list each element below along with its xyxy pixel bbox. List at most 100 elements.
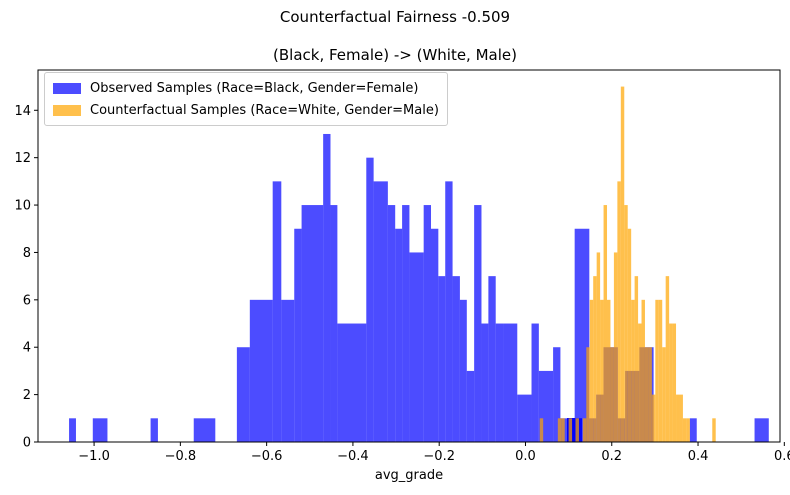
counterfactual-bar [676,394,680,442]
legend-label-observed: Observed Samples (Race=Black, Gender=Fem… [90,80,419,96]
counterfactual-bar [712,418,716,442]
y-tick-label: 0 [23,436,31,451]
counterfactual-bar [641,299,645,442]
counterfactual-bar [679,394,683,442]
y-tick-label: 2 [23,388,31,403]
counterfactual-bar [620,86,625,442]
legend-item-observed: Observed Samples (Race=Black, Gender=Fem… [53,77,439,99]
observed-bar [249,299,273,442]
observed-bar [574,228,582,442]
counterfactual-bar [557,418,562,442]
counterfactual-bar [586,347,590,442]
counterfactual-bar [631,299,635,442]
x-tick-label: 0.4 [688,449,709,464]
observed-bar [438,276,446,442]
counterfactual-bar [600,299,604,442]
observed-bar [481,323,489,442]
counterfactual-bar [662,347,666,442]
counterfactual-bar [603,205,608,442]
counterfactual-bar [655,299,659,442]
figure-suptitle: Counterfactual Fairness -0.509 [279,8,511,26]
counterfactual-bar [644,347,649,442]
counterfactual-bar [617,181,621,443]
x-tick-label: 0.0 [515,449,536,464]
observed-bar [488,276,496,442]
observed-bar [193,418,216,442]
counterfactual-bar [634,276,639,442]
observed-bar [395,228,403,442]
observed-bar [373,181,388,443]
observed-bar [581,228,590,442]
x-tick-label: 0.2 [601,449,622,464]
x-tick-label: 0.6 [774,449,790,464]
counterfactual-bar [627,228,632,442]
counterfactual-bar [665,276,670,442]
chart-title: (Black, Female) -> (White, Male) [273,46,517,64]
legend-swatch-observed [53,82,81,94]
observed-bar [445,181,453,443]
observed-bar [466,370,475,442]
observed-bar [754,418,769,442]
counterfactual-bar [651,394,656,442]
observed-bar [495,323,504,442]
x-tick-label: −0.2 [423,449,455,464]
observed-bar [423,205,432,442]
axes-frame [37,69,781,443]
observed-bar [92,418,108,442]
counterfactual-bar [613,252,618,442]
observed-bar [431,228,439,442]
y-axis: 0 2 4 6 8 10 12 14 [14,104,38,451]
x-tick-label: −0.6 [251,449,283,464]
counterfactual-bar [568,418,573,442]
observed-bar [366,157,374,442]
counterfactual-bar [682,418,687,442]
x-tick-label: −0.4 [337,449,369,464]
legend-item-counterfactual: Counterfactual Samples (Race=White, Gend… [53,99,439,121]
counterfactual-bar [610,347,614,442]
counterfactual-bar [582,418,587,442]
counterfactual-bar [624,205,628,442]
counterfactual-bar [589,299,594,442]
legend: Observed Samples (Race=Black, Gender=Fem… [44,72,448,126]
observed-bar [409,252,424,442]
observed-bar [531,323,539,442]
counterfactual-bar [669,323,673,442]
y-tick-label: 10 [14,199,31,214]
observed-bar [294,228,302,442]
x-tick-label: −0.8 [165,449,197,464]
observed-bar [150,418,158,442]
x-tick-label: −1.0 [78,449,110,464]
x-axis-label: avg_grade [374,468,444,483]
observed-bar [301,205,324,442]
observed-bar [69,418,76,442]
observed-bar [452,276,460,442]
observed-bar [337,323,367,442]
observed-bar [330,205,338,442]
observed-bar [236,347,250,442]
counterfactual-bar [658,299,663,442]
observed-bar [689,418,697,442]
counterfactual-bar [607,299,611,442]
y-tick-label: 4 [23,341,31,356]
y-tick-label: 12 [14,151,31,166]
observed-bar [459,299,467,442]
observed-bar [323,133,331,442]
counterfactual-bar [561,418,565,442]
counterfactual-bar [593,276,597,442]
counterfactual-bar [575,418,579,442]
y-tick-label: 6 [23,293,31,308]
observed-bar [517,394,532,442]
counterfactual-bar [672,323,677,442]
legend-swatch-counterfactual [53,104,81,116]
observed-bar [474,205,482,442]
counterfactual-bar [638,323,642,442]
observed-bar [281,299,295,442]
observed-bar [402,205,410,442]
observed-bar [272,181,282,443]
counterfactual-bar [648,347,652,442]
counterfactual-bar [686,418,690,442]
counterfactual-bars [539,86,716,443]
observed-bar [387,205,396,442]
counterfactual-bar [539,418,544,442]
